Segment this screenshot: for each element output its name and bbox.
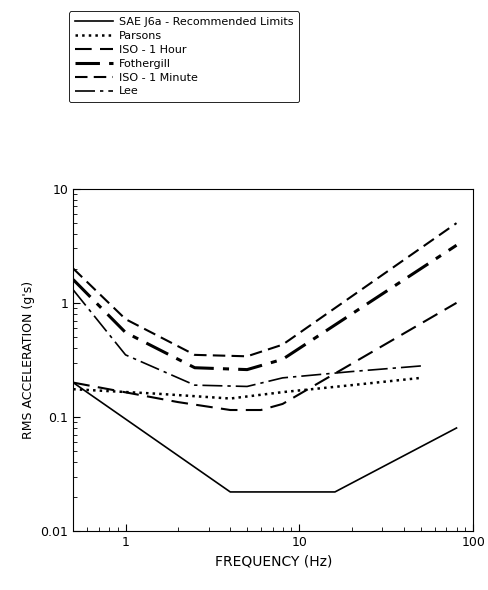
Legend: SAE J6a - Recommended Limits, Parsons, ISO - 1 Hour, Fothergill, ISO - 1 Minute,: SAE J6a - Recommended Limits, Parsons, I… [69,11,299,102]
Y-axis label: RMS ACCELERATION (g's): RMS ACCELERATION (g's) [22,281,35,439]
X-axis label: FREQUENCY (Hz): FREQUENCY (Hz) [215,555,332,568]
